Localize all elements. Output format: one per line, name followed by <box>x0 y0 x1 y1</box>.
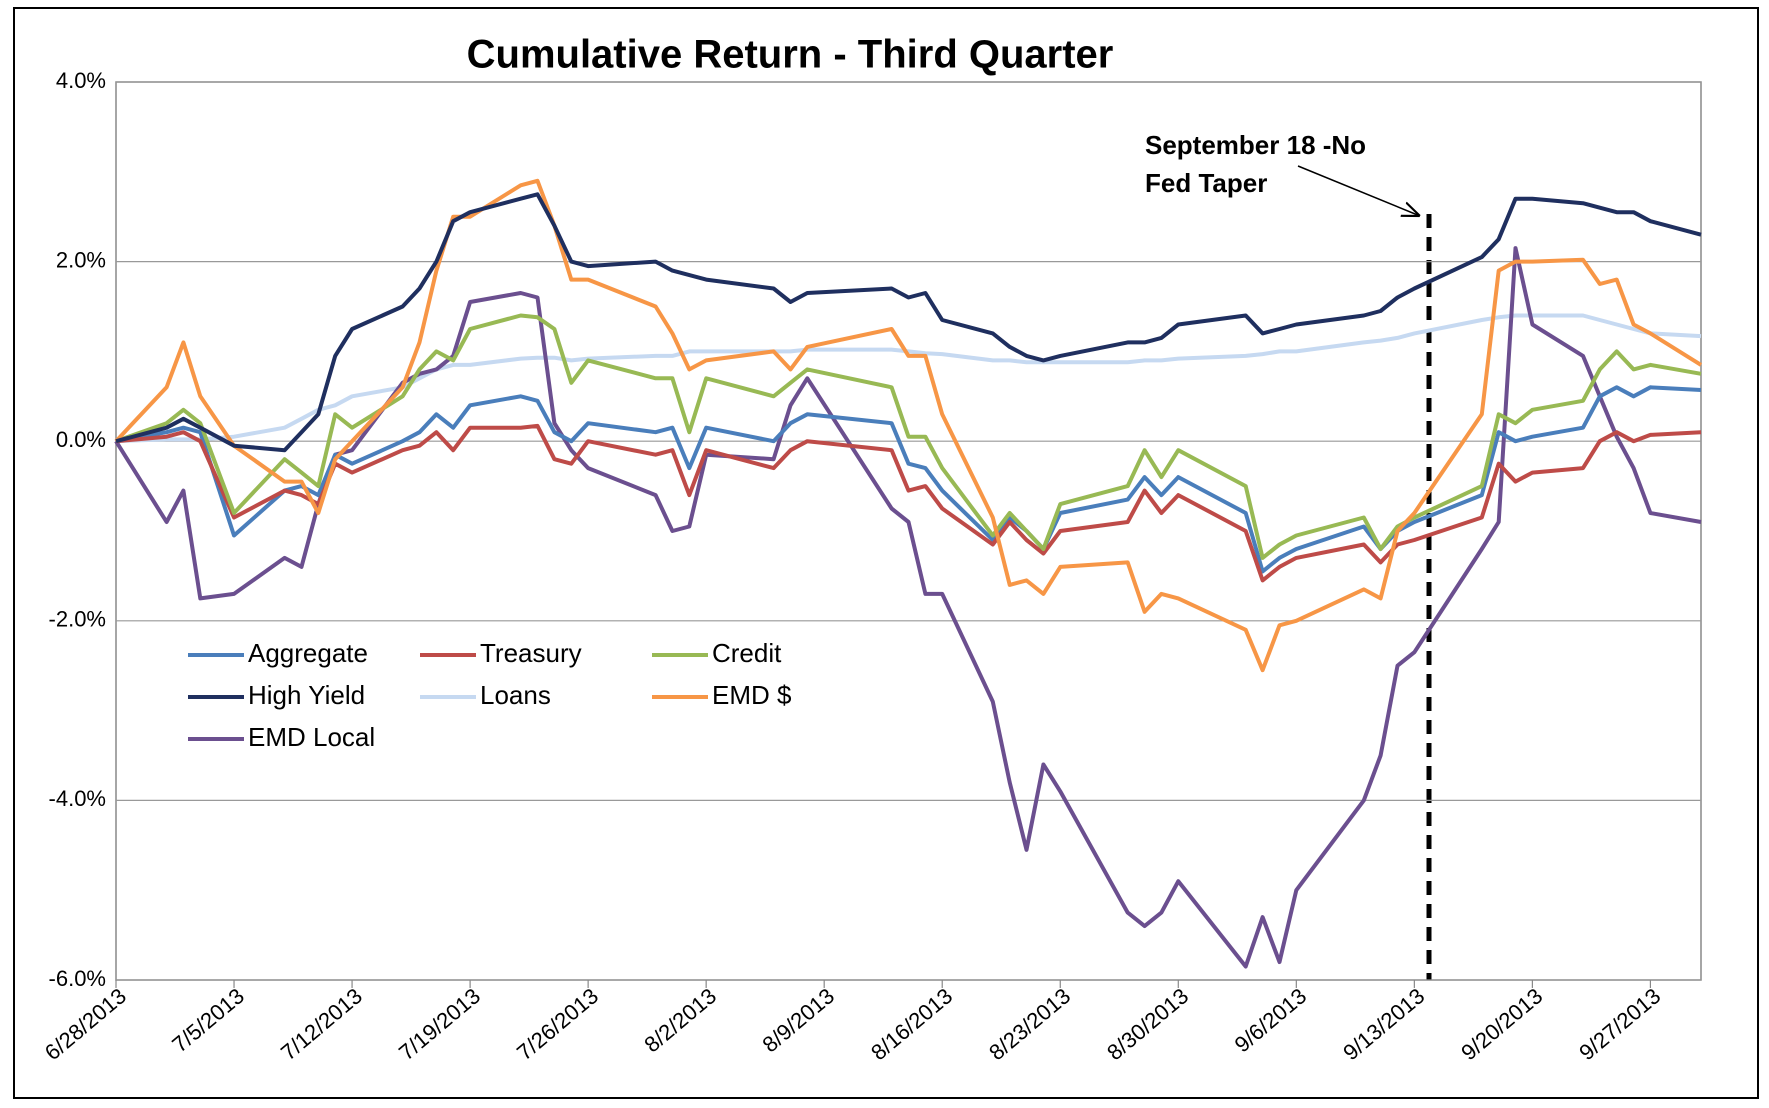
legend-label: Treasury <box>480 638 582 668</box>
series-line <box>115 385 1702 574</box>
legend-label: Loans <box>480 680 551 710</box>
y-tick-label: 2.0% <box>56 247 106 272</box>
legend-label: EMD Local <box>248 722 375 752</box>
series-line <box>115 192 1702 453</box>
annotation-arrow <box>1297 165 1420 216</box>
y-tick-label: -2.0% <box>49 607 106 632</box>
y-tick-label: 4.0% <box>56 68 106 93</box>
y-tick-label: -6.0% <box>49 966 106 991</box>
y-tick-label: 0.0% <box>56 427 106 452</box>
series-line <box>115 423 1702 583</box>
series-line <box>115 313 1702 444</box>
legend-label: High Yield <box>248 680 365 710</box>
legend-label: EMD $ <box>712 680 792 710</box>
annotation: Fed Taper <box>1145 168 1267 198</box>
legend-label: Aggregate <box>248 638 368 668</box>
chart-frame <box>13 7 1759 1099</box>
y-tick-label: -4.0% <box>49 786 106 811</box>
legend-label: Credit <box>712 638 782 668</box>
series-line <box>114 178 1703 673</box>
chart-title: Cumulative Return - Third Quarter <box>467 33 1114 77</box>
annotation: September 18 -No <box>1145 130 1366 160</box>
